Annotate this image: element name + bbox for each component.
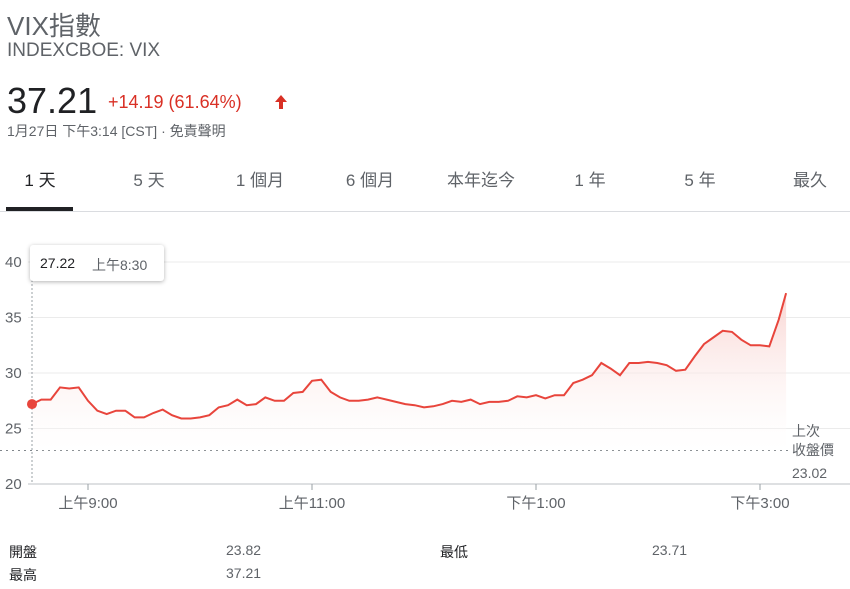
- tab-max[interactable]: 最久: [793, 171, 827, 190]
- hover-data-point: [27, 399, 37, 410]
- x-tick-label: 上午9:00: [58, 495, 117, 512]
- price-line: [31, 292, 788, 420]
- y-tick-label: 30: [5, 365, 22, 382]
- y-tick-label: 35: [5, 310, 22, 327]
- arrow-up-icon: [275, 95, 287, 109]
- price-change: +14.19 (61.64%): [108, 92, 242, 112]
- x-tick-label: 下午3:00: [730, 495, 789, 512]
- current-price: 37.21: [7, 80, 98, 121]
- x-axis-labels: 上午9:00 上午11:00 下午1:00 下午3:00: [58, 484, 790, 512]
- y-tick-label: 40: [5, 254, 22, 271]
- stat-low-value: 23.71: [652, 542, 688, 558]
- index-title: VIX指數: [7, 11, 101, 41]
- x-tick-label: 上午11:00: [279, 495, 345, 512]
- y-tick-label: 25: [5, 421, 22, 438]
- y-axis-labels: 40 35 30 25 20: [5, 254, 22, 493]
- hover-tooltip: 27.22 上午8:30: [30, 245, 164, 281]
- price-chart[interactable]: 40 35 30 25 20 上午9:00 上午11:00 下午1:00 下午3:00 上次 …: [0, 240, 850, 520]
- previous-close-label: 上次 收盤價 23.02: [792, 423, 834, 481]
- stat-high-value: 37.21: [226, 565, 262, 581]
- stat-low-label: 最低: [440, 544, 468, 560]
- x-tick-label: 下午1:00: [506, 495, 565, 512]
- stat-high-label: 最高: [9, 567, 37, 583]
- tab-1-day[interactable]: 1 天: [24, 171, 56, 190]
- tooltip-value: 27.22: [40, 255, 76, 271]
- timestamp-row: 1月27日 下午3:14 [CST] · 免責聲明: [7, 121, 226, 141]
- previous-close-label-line1: 上次: [792, 423, 820, 439]
- previous-close-label-line2: 收盤價: [792, 442, 834, 458]
- stat-open-value: 23.82: [226, 542, 262, 558]
- previous-close-value: 23.02: [792, 465, 827, 481]
- separator-dot: ·: [161, 123, 166, 139]
- tab-5-year[interactable]: 5 年: [684, 171, 716, 190]
- ticker-symbol: INDEXCBOE: VIX: [7, 40, 161, 61]
- active-tab-indicator: [6, 207, 73, 211]
- tooltip-time: 上午8:30: [92, 257, 148, 273]
- timestamp: 1月27日 下午3:14 [CST]: [7, 123, 158, 139]
- tab-1-year[interactable]: 1 年: [574, 171, 606, 190]
- tab-divider: [0, 211, 850, 212]
- y-tick-label: 20: [5, 476, 22, 493]
- stat-open-label: 開盤: [9, 544, 37, 560]
- tab-1-month[interactable]: 1 個月: [235, 171, 285, 190]
- disclaimer-link[interactable]: 免責聲明: [169, 123, 226, 139]
- price-area-fill: [32, 293, 787, 451]
- tab-6-month[interactable]: 6 個月: [345, 171, 395, 190]
- tab-5-day[interactable]: 5 天: [133, 171, 165, 190]
- tab-ytd[interactable]: 本年迄今: [447, 171, 515, 190]
